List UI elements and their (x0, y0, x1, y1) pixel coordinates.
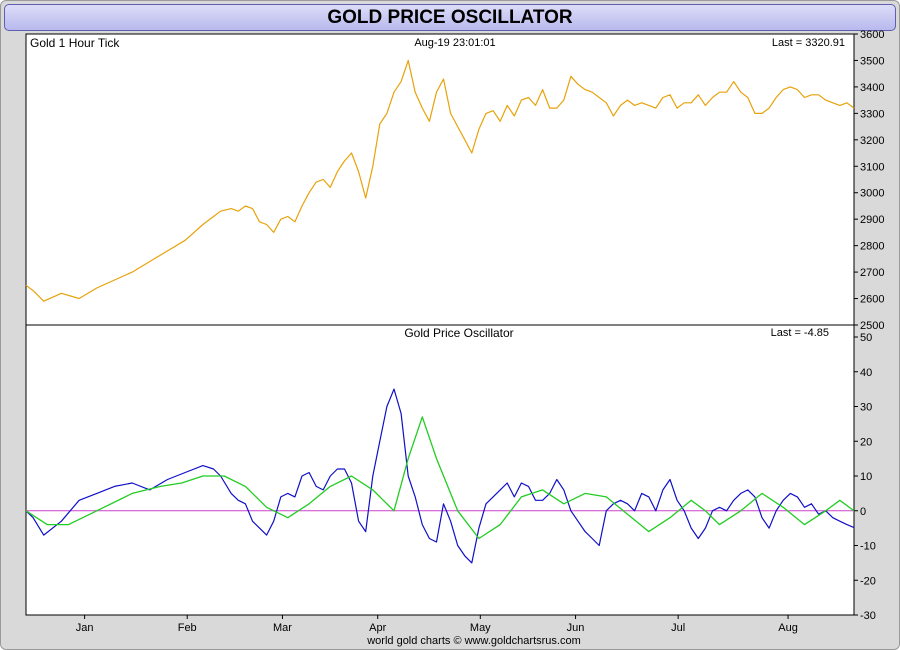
oscillator-plot-area (25, 324, 855, 616)
oscillator-y-tick-label: 50 (860, 332, 872, 344)
price-y-tick-label: 2500 (860, 320, 884, 332)
price-series (25, 59, 855, 302)
price-y-tick-label: 2600 (860, 294, 884, 306)
price-y-tick-label: 2900 (860, 214, 884, 226)
chart-title: GOLD PRICE OSCILLATOR (327, 7, 573, 28)
oscillator-chart-title: Gold Price Oscillator (404, 326, 513, 340)
x-tick-label: Jun (567, 622, 585, 634)
price-timestamp: Aug-19 23:01:01 (414, 37, 495, 49)
price-plot-area (25, 33, 855, 326)
oscillator-line (25, 388, 855, 564)
price-chart-title: Gold 1 Hour Tick (30, 36, 120, 50)
x-tick-label: May (470, 622, 491, 634)
price-y-tick-label: 3000 (860, 188, 884, 200)
price-y-tick-label: 3600 (860, 29, 884, 41)
oscillator-y-tick-label: -20 (860, 575, 876, 587)
x-tick-label: Mar (273, 622, 292, 634)
x-tick-label: Feb (178, 622, 197, 634)
oscillator-y-axis: -30 -20 -10 0 10 20 30 40 50 (854, 332, 876, 622)
footer-credit: world gold charts © www.goldchartsrus.co… (366, 635, 581, 647)
oscillator-y-tick-label: -30 (860, 610, 876, 622)
x-tick-label: Jan (76, 622, 94, 634)
oscillator-y-tick-label: 20 (860, 436, 872, 448)
price-y-tick-label: 3200 (860, 135, 884, 147)
x-tick-label: Apr (369, 622, 386, 634)
oscillator-series (25, 388, 855, 564)
price-y-tick-label: 3300 (860, 108, 884, 120)
price-y-tick-label: 2800 (860, 241, 884, 253)
price-last-value: Last = 3320.91 (772, 37, 845, 49)
x-tick-label: Aug (778, 622, 798, 634)
x-axis: Jan Feb Mar Apr May Jun Jul Aug (76, 615, 798, 634)
price-y-tick-label: 3400 (860, 82, 884, 94)
oscillator-y-tick-label: 40 (860, 367, 872, 379)
oscillator-y-tick-label: 10 (860, 471, 872, 483)
oscillator-y-tick-label: -10 (860, 541, 876, 553)
oscillator-panel: Gold Price Oscillator Last = -4.85 -30 -2… (25, 324, 876, 622)
price-line (25, 59, 855, 302)
oscillator-last-value: Last = -4.85 (771, 327, 829, 339)
chart-header: GOLD PRICE OSCILLATOR (4, 4, 896, 31)
oscillator-y-tick-label: 30 (860, 402, 872, 414)
price-y-tick-label: 3100 (860, 161, 884, 173)
signal-line (25, 416, 855, 540)
price-y-axis: 2500 2600 2700 2800 2900 3000 3100 3200 3300 3400… (854, 29, 884, 332)
price-y-tick-label: 2700 (860, 267, 884, 279)
price-y-tick-label: 3500 (860, 55, 884, 67)
x-tick-label: Jul (671, 622, 685, 634)
oscillator-y-tick-label: 0 (860, 506, 866, 518)
price-panel: Gold 1 Hour Tick Aug-19 23:01:01 Last = … (25, 29, 884, 332)
